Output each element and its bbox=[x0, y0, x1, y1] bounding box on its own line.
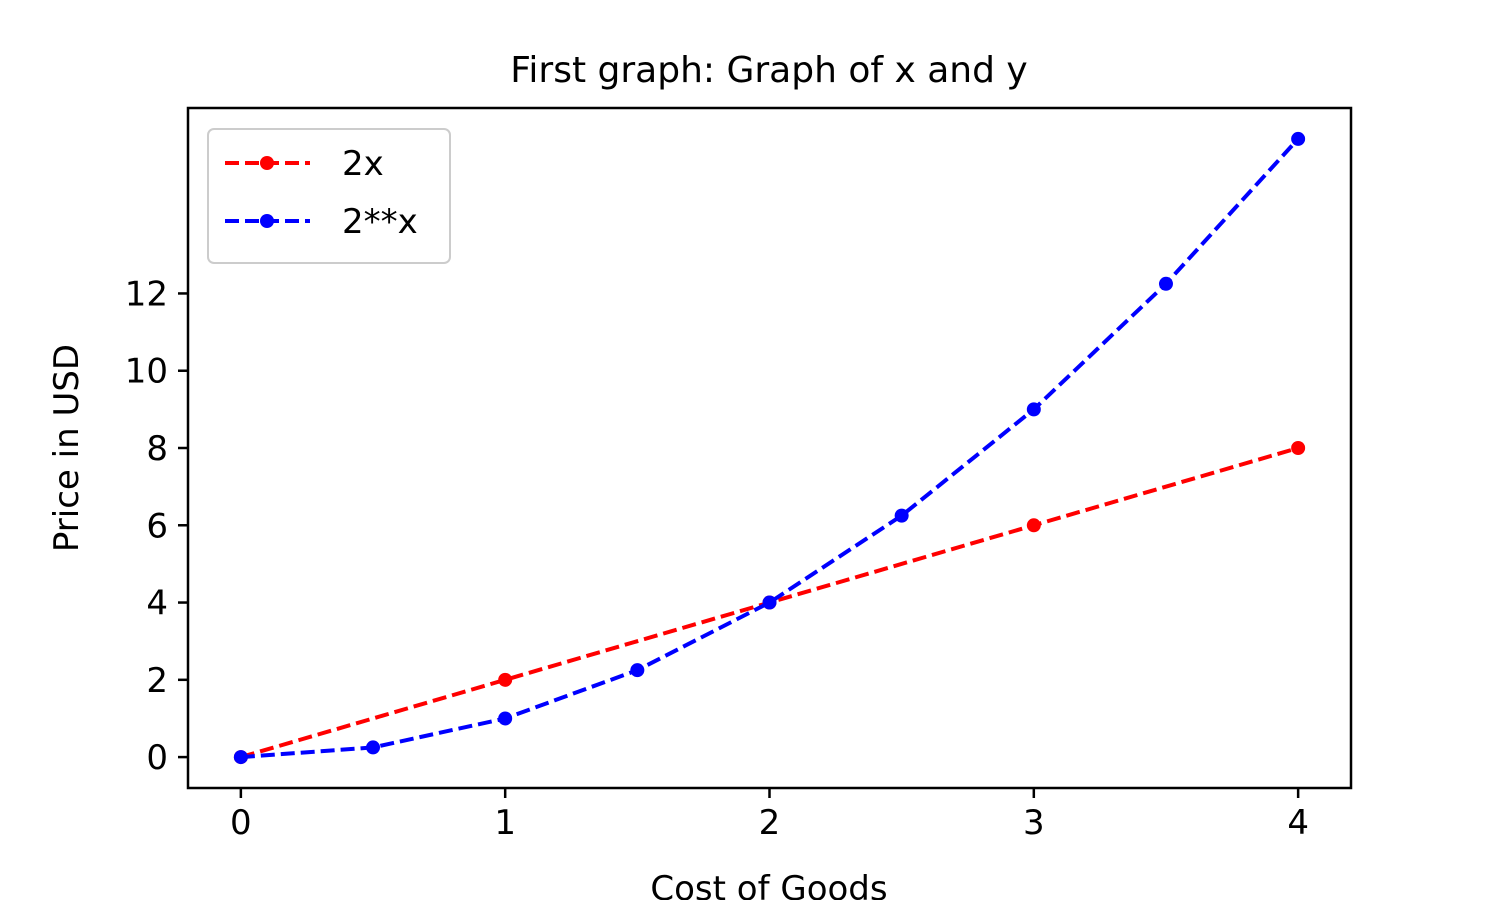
series-0-point-1 bbox=[498, 672, 513, 687]
y-tick-label-1: 2 bbox=[146, 661, 168, 701]
series-1-point-6 bbox=[1026, 402, 1041, 417]
series-1-point-0 bbox=[233, 750, 248, 765]
x-tick-label-1: 1 bbox=[494, 803, 516, 843]
series-1-point-8 bbox=[1291, 131, 1306, 146]
series-1-point-4 bbox=[762, 595, 777, 610]
y-tick-label-3: 6 bbox=[146, 506, 168, 546]
legend-marker-0 bbox=[260, 156, 274, 170]
chart-title: First graph: Graph of x and y bbox=[510, 50, 1027, 91]
y-tick-label-4: 8 bbox=[146, 429, 168, 469]
y-tick-label-2: 4 bbox=[146, 584, 168, 624]
legend-label-0: 2x bbox=[342, 144, 384, 184]
x-tick-label-0: 0 bbox=[230, 803, 252, 843]
legend-marker-1 bbox=[260, 214, 274, 228]
series-0-point-4 bbox=[1291, 441, 1306, 455]
y-tick-label-5: 10 bbox=[125, 352, 168, 392]
legend: 2x 2**x bbox=[207, 128, 451, 264]
legend-box bbox=[207, 128, 451, 264]
series-1 bbox=[233, 131, 1306, 765]
series-1-point-5 bbox=[894, 508, 909, 523]
legend-label-1: 2**x bbox=[342, 202, 418, 242]
plot-frame bbox=[186, 106, 1353, 790]
series-layer bbox=[233, 131, 1306, 765]
series-1-point-1 bbox=[366, 740, 381, 755]
series-1-point-3 bbox=[630, 663, 645, 678]
series-line-1 bbox=[240, 137, 1300, 760]
x-tick-label-3: 3 bbox=[1023, 803, 1045, 843]
series-1-point-7 bbox=[1158, 276, 1173, 291]
y-axis-label: Price in USD bbox=[47, 344, 87, 552]
x-tick-label-2: 2 bbox=[759, 803, 781, 843]
series-1-point-2 bbox=[498, 711, 513, 726]
y-tick-label-0: 0 bbox=[146, 738, 168, 778]
x-axis-label: Cost of Goods bbox=[650, 869, 887, 900]
y-tick-label-6: 12 bbox=[125, 274, 168, 314]
series-0-point-3 bbox=[1026, 518, 1041, 533]
x-tick-label-4: 4 bbox=[1287, 803, 1309, 843]
